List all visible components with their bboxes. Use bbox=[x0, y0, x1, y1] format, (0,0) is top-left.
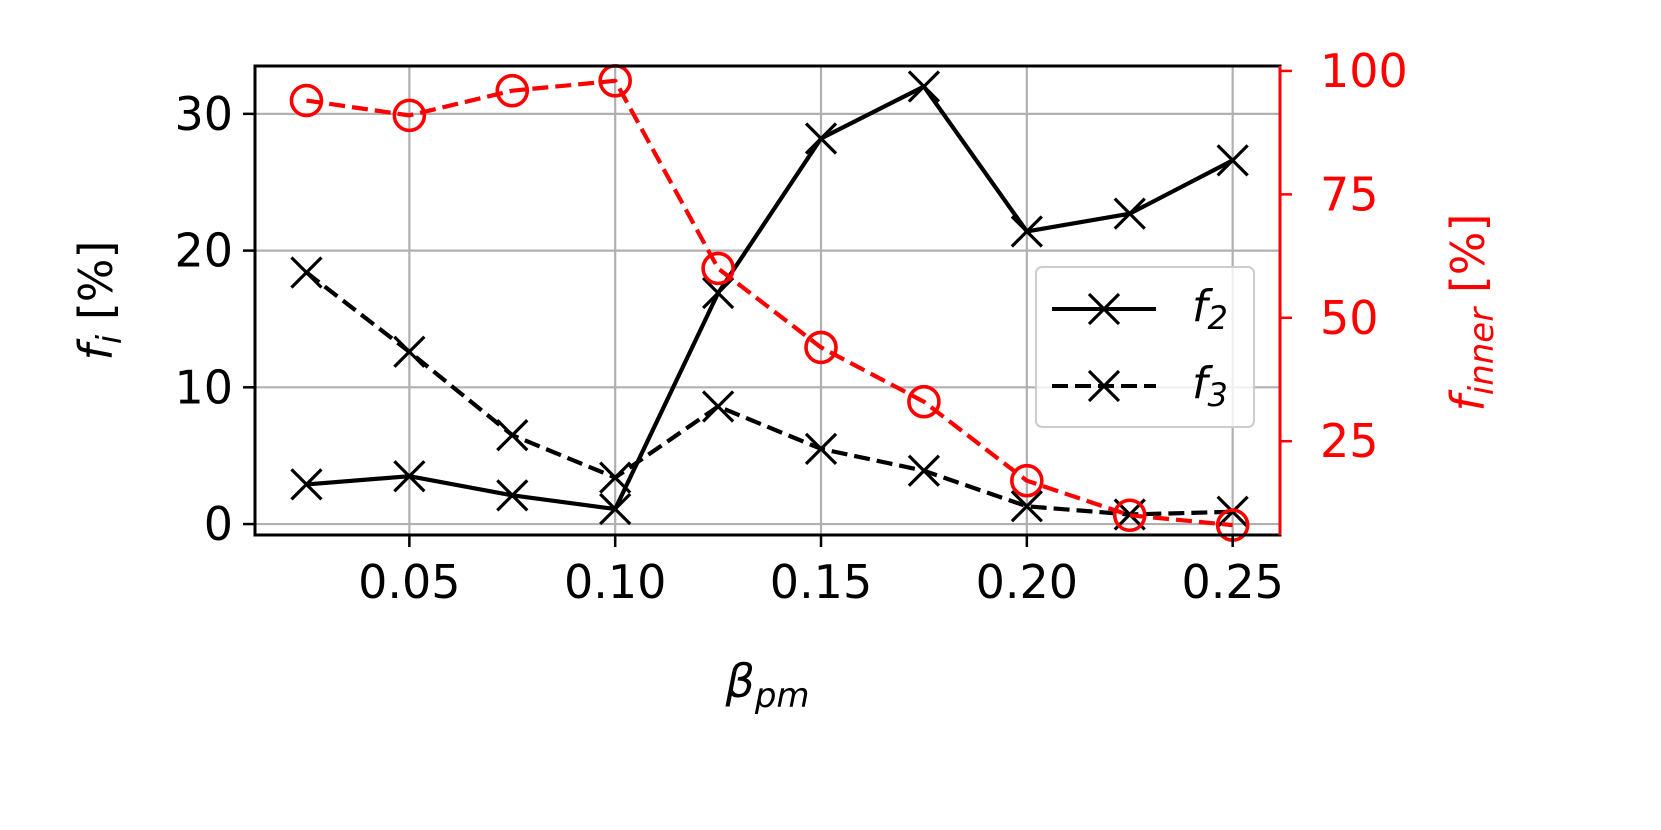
point-f_inner-6 bbox=[907, 384, 941, 419]
legend-label-f3: f3 bbox=[1192, 358, 1228, 414]
y-axis-left: 0 10 20 30 bbox=[174, 87, 255, 551]
point-f3-1 bbox=[393, 335, 426, 368]
x-tick-label-2: 0.15 bbox=[770, 555, 872, 609]
y-right-tick-label-1: 50 bbox=[1320, 291, 1379, 345]
point-f2-1 bbox=[393, 460, 426, 493]
series-line-f2 bbox=[306, 84, 1234, 512]
point-f_inner-5 bbox=[804, 330, 838, 365]
point-f_inner-1 bbox=[392, 98, 427, 133]
series-line-f_inner bbox=[306, 78, 1233, 528]
y-right-tick-label-3: 100 bbox=[1320, 44, 1408, 98]
legend-marker-f3 bbox=[1087, 369, 1121, 403]
point-f3-3 bbox=[599, 461, 632, 494]
point-f2-2 bbox=[496, 479, 529, 512]
point-f2-6 bbox=[907, 70, 941, 103]
point-f2-0 bbox=[290, 468, 323, 501]
point-f2-4 bbox=[701, 276, 735, 310]
y-left-tick-label-1: 10 bbox=[174, 360, 233, 414]
y-left-tick-label-3: 30 bbox=[174, 87, 233, 141]
y-axis-left-label: fi [%] bbox=[69, 241, 130, 361]
point-f_inner-4 bbox=[701, 251, 735, 286]
y-axis-right: 25 50 75 100 bbox=[1278, 44, 1408, 535]
point-f3-2 bbox=[496, 419, 529, 452]
y-left-tick-label-0: 0 bbox=[204, 497, 233, 551]
y-left-tick-label-2: 20 bbox=[174, 224, 233, 278]
point-f3-6 bbox=[907, 454, 941, 487]
point-f3-7 bbox=[1010, 490, 1043, 523]
point-f2-5 bbox=[804, 122, 838, 155]
y-right-tick-label-0: 25 bbox=[1320, 414, 1379, 468]
point-f_inner-8 bbox=[1112, 498, 1147, 533]
point-f3-5 bbox=[804, 432, 838, 465]
point-f_inner-2 bbox=[495, 73, 530, 108]
legend: f2 f3 bbox=[1035, 266, 1255, 428]
legend-entry-f3: f3 bbox=[1052, 358, 1228, 414]
point-f2-7 bbox=[1010, 215, 1043, 248]
point-f3-4 bbox=[701, 390, 735, 423]
x-tick-label-4: 0.25 bbox=[1181, 555, 1283, 609]
x-tick-label-1: 0.10 bbox=[564, 555, 666, 609]
point-f_inner-7 bbox=[1010, 463, 1044, 498]
series-line-f3 bbox=[305, 270, 1233, 517]
y-right-tick-label-2: 75 bbox=[1320, 167, 1379, 221]
x-axis: 0.05 0.10 0.15 0.20 0.25 bbox=[358, 535, 1284, 609]
series-layer bbox=[289, 64, 1250, 542]
point-f_inner-0 bbox=[289, 83, 324, 118]
x-tick-label-3: 0.20 bbox=[976, 555, 1078, 609]
y-axis-right-label: finner [%] bbox=[1441, 214, 1502, 412]
x-tick-label-0: 0.05 bbox=[358, 555, 460, 609]
point-f3-0 bbox=[290, 256, 323, 289]
point-f2-9 bbox=[1216, 144, 1249, 177]
point-f2-3 bbox=[599, 492, 632, 526]
x-axis-label: βpm bbox=[724, 654, 809, 716]
legend-marker-f2 bbox=[1087, 292, 1121, 326]
point-f2-8 bbox=[1113, 197, 1146, 230]
